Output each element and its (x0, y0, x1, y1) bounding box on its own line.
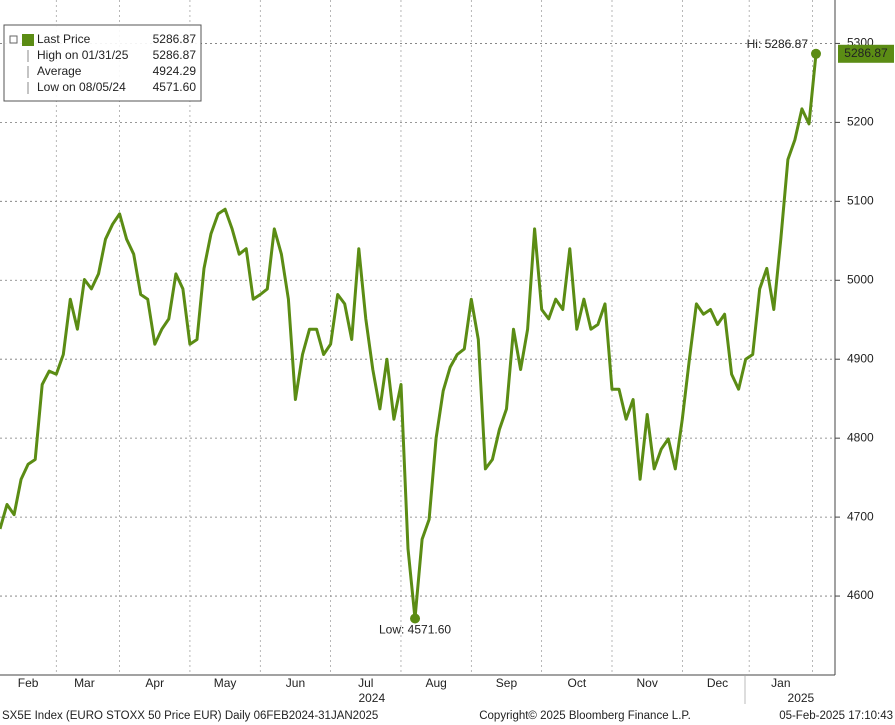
x-tick-label: Jun (286, 676, 305, 690)
x-tick-label: May (214, 676, 237, 690)
legend-label: Low on 08/05/24 (37, 80, 126, 94)
legend-label: Last Price (37, 32, 91, 46)
high-label: Hi: 5286.87 (747, 37, 809, 51)
legend-value: 5286.87 (153, 32, 197, 46)
y-tick-label: 4900 (847, 351, 874, 365)
price-line (0, 53, 818, 620)
y-tick-label: 4800 (847, 430, 874, 444)
high-marker (811, 48, 821, 59)
footer-right: 05-Feb-2025 17:10:43 (779, 710, 893, 722)
x-tick-label: Aug (425, 676, 446, 690)
y-tick-label: 5000 (847, 272, 874, 286)
legend-value: 4571.60 (153, 80, 197, 94)
y-tick-label: 4600 (847, 588, 874, 602)
legend-swatch (22, 34, 34, 46)
legend-value: 4924.29 (153, 64, 197, 78)
x-tick-label: Feb (18, 676, 39, 690)
x-tick-label: Jul (358, 676, 373, 690)
legend-label: Average (37, 64, 82, 78)
last-price-tag (838, 44, 894, 63)
x-tick-label: Oct (567, 676, 586, 690)
y-tick-label: 5200 (847, 115, 874, 129)
legend-box (3, 24, 202, 102)
x-tick-label: Dec (707, 676, 728, 690)
footer-center: Copyright© 2025 Bloomberg Finance L.P. (479, 710, 691, 722)
x-tick-label: Apr (145, 676, 164, 690)
y-tick-label: 5100 (847, 193, 874, 207)
x-tick-label: Mar (74, 676, 95, 690)
x-tick-label: Jan (771, 676, 790, 690)
legend-toggle (9, 35, 18, 44)
legend: Last Price 5286.87 High on 01/31/25 5286.87… (3, 24, 202, 102)
x-tick-label: Nov (637, 676, 658, 690)
x-tick-label: Sep (496, 676, 518, 690)
footer-left: SX5E Index (EURO STOXX 50 Price EUR) Dai… (2, 710, 378, 722)
y-tick-label: 4700 (847, 509, 874, 523)
low-marker (410, 613, 421, 624)
legend-label: High on 01/31/25 (37, 48, 129, 62)
legend-value: 5286.87 (153, 48, 197, 62)
low-label: Low: 4571.60 (379, 623, 451, 637)
x-year-label: 2024 (358, 691, 385, 705)
last-price-tag-label: 5286.87 (844, 46, 888, 60)
x-year-label: 2025 (788, 691, 815, 705)
